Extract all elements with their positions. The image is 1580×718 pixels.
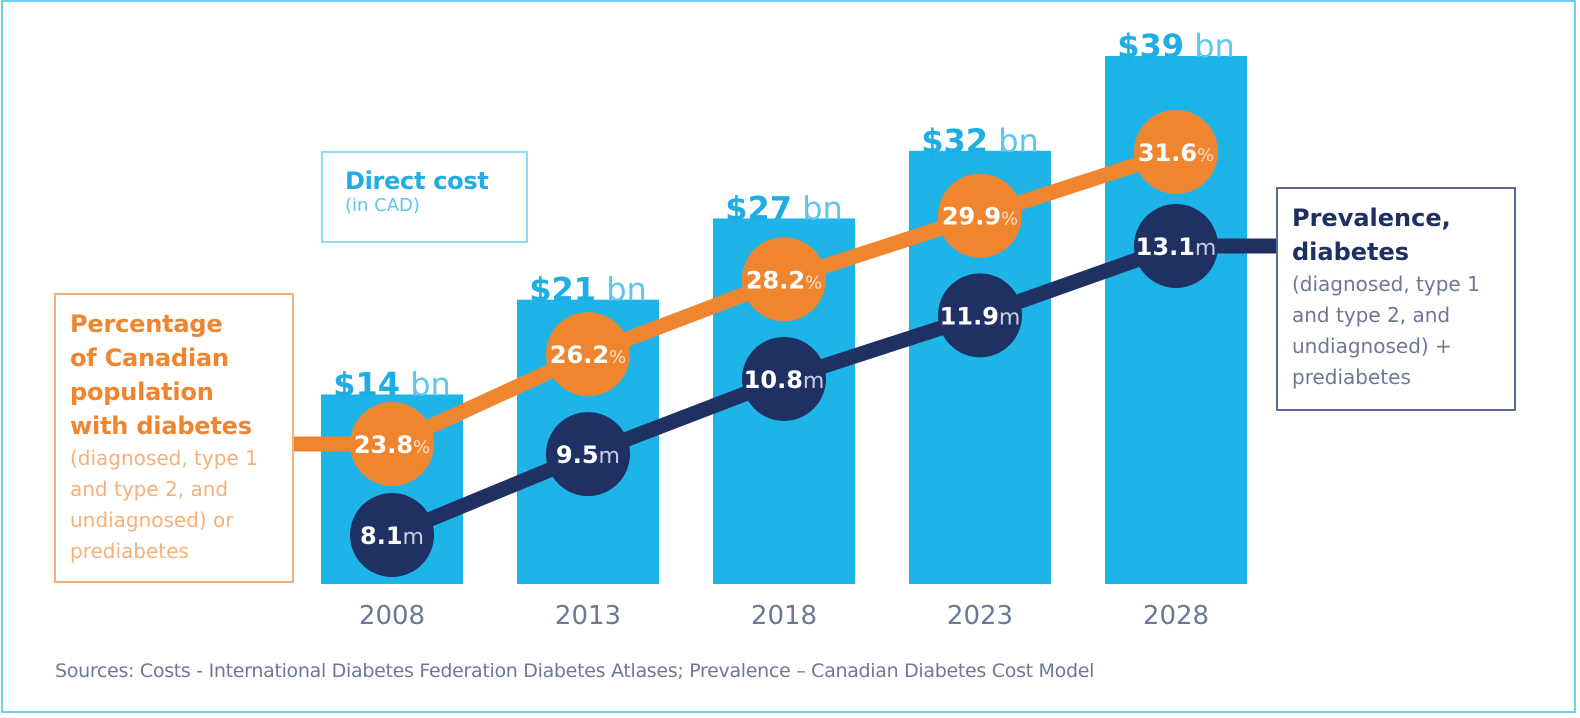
legend-prevalence-sub-2: and type 2, and bbox=[1292, 303, 1451, 327]
legend-percentage-sub-1: (diagnosed, type 1 bbox=[70, 446, 258, 470]
legend-percentage-title-3: population bbox=[70, 378, 214, 406]
legend-percentage-sub-2: and type 2, and bbox=[70, 477, 229, 501]
x-tick-label-2028: 2028 bbox=[1143, 601, 1209, 631]
prevalence-2028-label: 13.1m bbox=[1136, 233, 1217, 261]
legend-prevalence: Prevalence, diabetes (diagnosed, type 1 … bbox=[1276, 187, 1516, 411]
legend-percentage: Percentage of Canadian population with d… bbox=[54, 293, 294, 583]
percentage-2018-label: 28.2% bbox=[746, 266, 822, 294]
bar-value-label-2028: $39 bn bbox=[1117, 27, 1235, 65]
legend-percentage-title-1: Percentage bbox=[70, 310, 223, 338]
x-tick-label-2018: 2018 bbox=[751, 601, 817, 631]
percentage-2008-label: 23.8% bbox=[354, 431, 430, 459]
legend-percentage-sub-3: undiagnosed) or bbox=[70, 508, 234, 532]
prevalence-2018-marker bbox=[742, 336, 826, 421]
bar-value-label-2018: $27 bn bbox=[725, 189, 843, 227]
x-tick-label-2013: 2013 bbox=[555, 601, 621, 631]
legend-prevalence-title-2: diabetes bbox=[1292, 238, 1410, 266]
legend-percentage-title-4: with diabetes bbox=[70, 412, 252, 440]
prevalence-2013-label: 9.5m bbox=[556, 441, 620, 469]
percentage-2023-label: 29.9% bbox=[942, 203, 1018, 231]
percentage-2008-marker bbox=[350, 402, 434, 486]
prevalence-2008-marker bbox=[350, 493, 434, 577]
prevalence-2028-marker bbox=[1134, 204, 1218, 288]
percentage-2028-marker bbox=[1134, 110, 1218, 194]
x-tick-label-2008: 2008 bbox=[359, 601, 425, 631]
percentage-2013-label: 26.2% bbox=[550, 341, 626, 369]
legend-prevalence-sub-1: (diagnosed, type 1 bbox=[1292, 272, 1480, 296]
legend-prevalence-sub-3: undiagnosed) + bbox=[1292, 334, 1452, 358]
legend-direct-cost: Direct cost (in CAD) bbox=[321, 151, 528, 243]
percentage-2028-label: 31.6% bbox=[1138, 139, 1214, 167]
legend-prevalence-title-1: Prevalence, bbox=[1292, 204, 1451, 232]
bar-value-label-2023: $32 bn bbox=[921, 122, 1039, 160]
legend-direct-cost-subtitle: (in CAD) bbox=[345, 195, 420, 216]
percentage-2023-marker bbox=[938, 173, 1022, 258]
percentage-2013-marker bbox=[546, 312, 630, 397]
bar-value-label-2013: $21 bn bbox=[529, 271, 647, 309]
bar-value-label-2008: $14 bn bbox=[333, 365, 451, 403]
legend-direct-cost-title: Direct cost bbox=[345, 167, 489, 195]
legend-percentage-title-2: of Canadian bbox=[70, 344, 229, 372]
legend-prevalence-sub-4: prediabetes bbox=[1292, 365, 1411, 389]
prevalence-2013-marker bbox=[546, 412, 630, 497]
prevalence-2023-marker bbox=[938, 273, 1022, 358]
x-tick-label-2023: 2023 bbox=[947, 601, 1013, 631]
prevalence-2018-label: 10.8m bbox=[744, 366, 825, 394]
sources-note: Sources: Costs - International Diabetes … bbox=[55, 660, 1095, 682]
percentage-2018-marker bbox=[742, 237, 826, 322]
legend-percentage-sub-4: prediabetes bbox=[70, 539, 189, 563]
prevalence-2023-label: 11.9m bbox=[940, 302, 1021, 330]
prevalence-2008-label: 8.1m bbox=[360, 522, 424, 550]
